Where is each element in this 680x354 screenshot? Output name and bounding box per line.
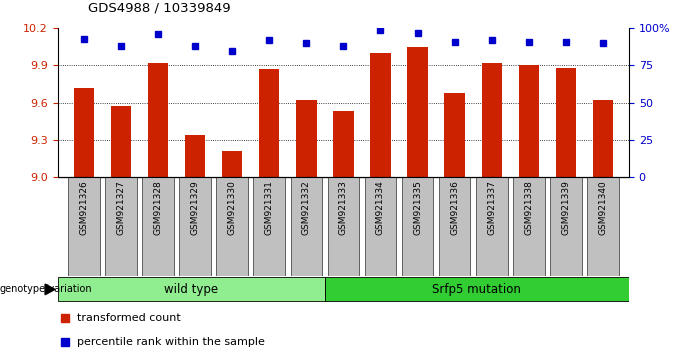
Text: GSM921330: GSM921330 — [228, 180, 237, 235]
Text: GSM921327: GSM921327 — [116, 180, 125, 235]
Bar — [476, 177, 507, 276]
Bar — [185, 135, 205, 177]
Bar — [550, 177, 581, 276]
Text: GDS4988 / 10339849: GDS4988 / 10339849 — [88, 1, 231, 14]
Bar — [333, 112, 354, 177]
Text: genotype/variation: genotype/variation — [0, 284, 92, 295]
Polygon shape — [45, 284, 55, 295]
Bar — [364, 177, 396, 276]
Bar — [254, 177, 285, 276]
Bar — [58, 278, 325, 301]
Text: GSM921331: GSM921331 — [265, 180, 274, 235]
Bar — [216, 177, 248, 276]
Text: transformed count: transformed count — [77, 313, 180, 323]
Text: GSM921333: GSM921333 — [339, 180, 348, 235]
Bar — [68, 177, 99, 276]
Bar — [142, 177, 173, 276]
Text: GSM921335: GSM921335 — [413, 180, 422, 235]
Text: GSM921339: GSM921339 — [562, 180, 571, 235]
Text: GSM921336: GSM921336 — [450, 180, 459, 235]
Bar — [445, 93, 465, 177]
Text: GSM921337: GSM921337 — [488, 180, 496, 235]
Bar — [290, 177, 322, 276]
Bar — [105, 177, 137, 276]
Bar — [296, 100, 316, 177]
Bar — [259, 69, 279, 177]
Bar — [148, 63, 168, 177]
Text: GSM921334: GSM921334 — [376, 180, 385, 235]
Text: GSM921326: GSM921326 — [80, 180, 88, 235]
Bar — [402, 177, 433, 276]
Text: GSM921338: GSM921338 — [524, 180, 533, 235]
Text: percentile rank within the sample: percentile rank within the sample — [77, 337, 265, 347]
Text: GSM921340: GSM921340 — [598, 180, 607, 235]
Bar — [371, 53, 391, 177]
Bar — [328, 177, 359, 276]
Bar — [180, 177, 211, 276]
Bar — [325, 278, 629, 301]
Bar — [407, 47, 428, 177]
Text: Srfp5 mutation: Srfp5 mutation — [432, 283, 522, 296]
Text: GSM921328: GSM921328 — [154, 180, 163, 235]
Text: GSM921332: GSM921332 — [302, 180, 311, 235]
Bar — [481, 63, 502, 177]
Bar — [513, 177, 545, 276]
Text: GSM921329: GSM921329 — [190, 180, 199, 235]
Bar — [73, 88, 94, 177]
Bar — [439, 177, 471, 276]
Bar — [593, 100, 613, 177]
Bar — [111, 106, 131, 177]
Bar — [556, 68, 576, 177]
Bar — [588, 177, 619, 276]
Text: wild type: wild type — [165, 283, 218, 296]
Bar — [222, 151, 242, 177]
Bar — [519, 65, 539, 177]
